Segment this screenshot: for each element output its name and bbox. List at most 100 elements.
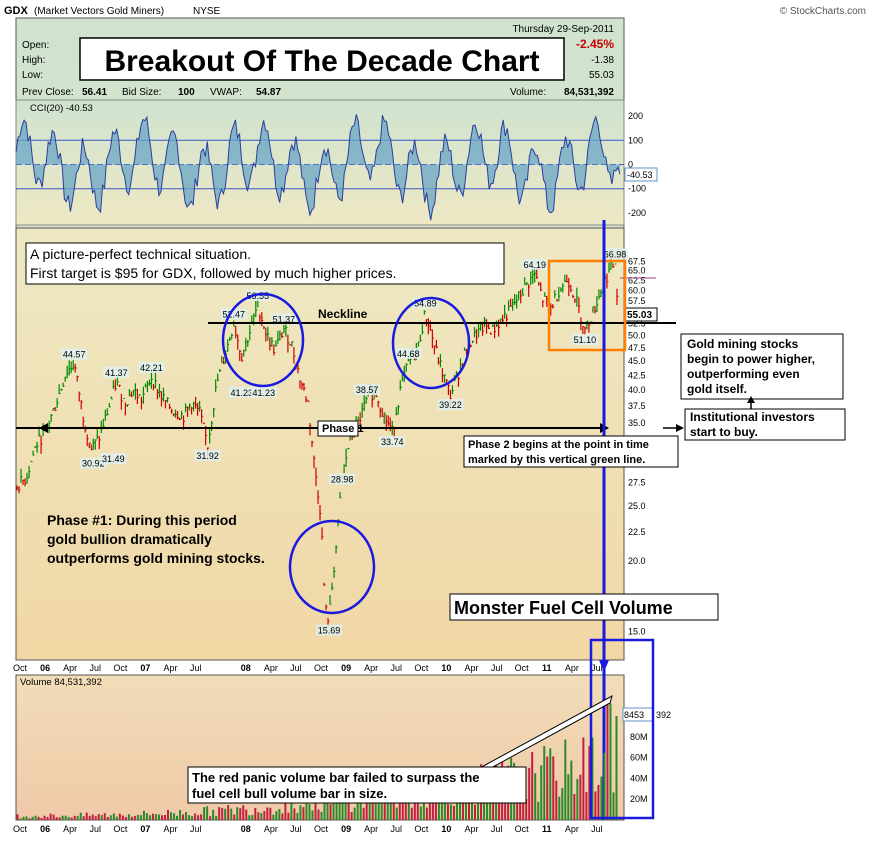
power-text-4: gold itself.: [687, 382, 747, 396]
volume-bar: [296, 812, 299, 820]
volume-bar: [236, 807, 239, 820]
volume-bar: [302, 807, 305, 820]
volume-bar: [585, 791, 588, 820]
volume-bar: [31, 816, 34, 820]
last-value: 55.03: [589, 70, 614, 81]
x-tick-label: Jul: [591, 824, 603, 834]
volume-bar: [299, 805, 302, 820]
price-value-label-bg: [61, 348, 88, 360]
volume-bar: [308, 803, 311, 820]
volume-legend: Volume 84,531,392: [20, 677, 102, 688]
volume-bar: [200, 814, 203, 820]
volume-bar: [52, 814, 55, 820]
volume-bar: [37, 816, 40, 820]
price-value-label-bg: [601, 248, 628, 260]
volume-bar: [443, 789, 446, 820]
volume-bar: [179, 810, 182, 820]
price-value-label: 44.68: [397, 349, 420, 359]
volume-bar: [148, 815, 151, 820]
volume-bar: [609, 703, 612, 820]
volume-bar: [212, 809, 215, 820]
volume-bar: [323, 801, 326, 820]
x-tick-label: Apr: [264, 663, 278, 673]
price-x-axis: Oct 06 Apr Jul Oct 07 Apr Jul 08 Apr Jul Oct 09 Apr Ju…: [13, 663, 603, 673]
volume-bar: [332, 797, 335, 820]
phase1-text-1: Phase #1: During this period: [47, 512, 237, 528]
phase1-arrowtail: [39, 423, 48, 433]
price-value-label-bg: [103, 366, 130, 378]
x-tick-label: 08: [241, 663, 251, 673]
volume-bar: [100, 814, 103, 820]
x-tick-label: Apr: [565, 663, 579, 673]
volume-bar: [67, 816, 70, 820]
x-tick-label: 11: [542, 663, 552, 673]
volume-bar: [127, 814, 130, 820]
volume-bar: [350, 812, 353, 820]
volume-bar: [413, 787, 416, 820]
volume-bar: [374, 802, 377, 820]
volume-bar: [597, 784, 600, 820]
volume-bar: [46, 816, 49, 820]
cci-line: [15, 114, 621, 221]
volume-bar: [19, 818, 22, 820]
volume-bar: [555, 780, 558, 820]
price-value-label-bg: [412, 297, 439, 309]
x-tick-label: 09: [341, 663, 351, 673]
price-value-label: 28.98: [331, 475, 354, 485]
volume-bar: [344, 800, 347, 820]
volume-bar: [359, 791, 362, 820]
volume-bar: [293, 808, 296, 820]
x-tick-label: 10: [441, 824, 451, 834]
volume-bar: [248, 815, 251, 820]
header-date: Thursday 29-Sep-2011: [512, 24, 614, 35]
volume-bar: [257, 812, 260, 820]
x-tick-label: 11: [542, 824, 552, 834]
phase2-text-1: Phase 2 begins at the point in time: [468, 439, 649, 451]
situation-line-1: A picture-perfect technical situation.: [30, 246, 251, 262]
change-value: -1.38: [591, 55, 614, 66]
volume-bar: [516, 789, 519, 820]
volume-bar: [218, 807, 221, 820]
volume-bar: [173, 813, 176, 820]
volume-bar: [284, 802, 287, 820]
x-tick-label: Oct: [414, 824, 429, 834]
volume-bar: [428, 801, 431, 820]
x-tick-label: Apr: [364, 663, 378, 673]
volume-bar: [43, 815, 46, 820]
x-tick-label: Apr: [464, 824, 478, 834]
x-tick-label: 06: [40, 824, 50, 834]
cci-tick-label: 200: [628, 111, 643, 121]
volume-bar: [230, 808, 233, 820]
price-value-label: 64.19: [523, 260, 546, 270]
price-tick-label: 47.5: [628, 343, 646, 353]
volume-bar: [22, 816, 25, 820]
volume-bar: [365, 791, 368, 820]
volume-bar: [85, 812, 88, 820]
volume-bar: [534, 773, 537, 820]
volume-bar: [383, 803, 386, 820]
volume-bar: [552, 756, 555, 820]
volume-bar: [353, 807, 356, 820]
volume-bar: [70, 817, 73, 820]
monster-label-box: [449, 593, 719, 621]
cci-last-label: -40.53: [627, 170, 653, 180]
volume-bar: [139, 815, 142, 820]
x-tick-label: Jul: [390, 663, 402, 673]
price-value-label-bg: [138, 361, 165, 373]
volume-bar: [546, 756, 549, 820]
volume-bar: [61, 815, 64, 820]
phase1-label-box: [317, 420, 359, 437]
x-tick-label: Jul: [491, 824, 503, 834]
circle-right-shoulder: [391, 296, 471, 390]
x-tick-label: Apr: [464, 663, 478, 673]
volume-bar: [91, 814, 94, 820]
volume-bar: [136, 814, 139, 820]
breakout-box: [547, 259, 627, 352]
x-tick-label: Apr: [163, 663, 177, 673]
volume-bar: [567, 774, 570, 820]
cci-legend: CCI(20) -40.53: [30, 103, 93, 114]
volume-bar: [28, 818, 31, 820]
volume-bar: [260, 813, 263, 820]
situation-line-2: First target is $95 for GDX, followed by…: [30, 265, 396, 281]
